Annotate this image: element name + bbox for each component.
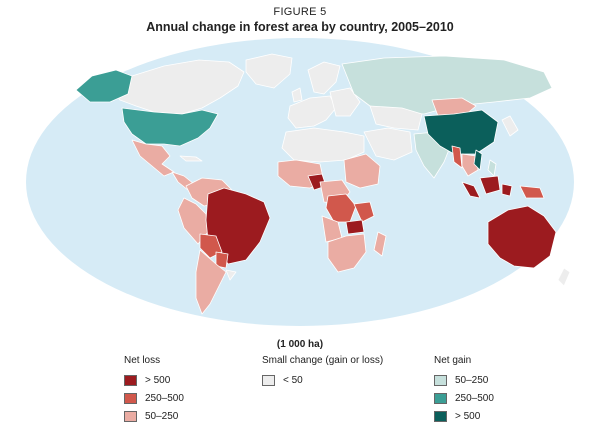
legend-swatch [124,392,137,404]
legend-item: > 500 [434,410,494,422]
philippines [487,159,497,177]
legend-item-label: 50–250 [455,374,489,386]
legend-item-label: < 50 [283,374,303,386]
tanzania [353,201,375,223]
vietnam [473,149,483,171]
legend-group-net-gain: Net gain 50–250 250–500 > 500 [434,355,494,428]
middle-east [363,127,413,161]
united-states [121,107,219,147]
legend-item: 50–250 [124,410,184,422]
southeast-asia [461,153,479,177]
legend-group-title: Net gain [434,355,472,366]
legend-swatch [434,392,447,404]
paraguay [215,251,229,269]
myanmar [451,145,463,169]
legend-swatch [124,410,137,422]
legend-item-label: > 500 [455,410,481,422]
zambia [345,219,365,235]
china [423,109,499,155]
legend-swatch [434,374,447,386]
indonesia-sumatra [461,181,481,199]
legend-item: 50–250 [434,374,494,386]
figure-title: Annual change in forest area by country,… [146,20,454,34]
legend-group-title: Small change (gain or loss) [262,355,384,366]
indonesia-east [501,183,513,197]
legend-item-label: > 500 [145,374,171,386]
legend-item-label: 50–250 [145,410,179,422]
legend-units: (1 000 ha) [276,339,324,350]
indonesia-borneo [479,175,501,195]
legend-group-net-loss: Net loss > 500 250–500 50–250 [124,355,184,428]
new-zealand [557,267,571,287]
mexico [131,139,175,177]
legend-item: 250–500 [434,392,494,404]
argentina-chile [195,249,227,315]
papua-new-guinea [519,185,545,199]
legend-item: > 500 [124,374,184,386]
australia [487,205,557,269]
sudan-ethiopia [343,153,381,189]
scandinavia [307,61,341,95]
north-africa [281,127,365,163]
cuba [179,155,203,162]
greenland [245,53,293,89]
uk [291,87,303,103]
legend-item: < 50 [262,374,383,386]
legend-item: 250–500 [124,392,184,404]
legend-item-label: 250–500 [455,392,494,404]
legend-swatch [124,374,137,386]
legend-group-small-change: Small change (gain or loss) < 50 [262,355,383,392]
southern-africa [327,233,367,273]
eastern-europe [329,87,361,117]
uruguay [225,269,237,281]
legend-item-label: 250–500 [145,392,184,404]
alaska [75,69,133,103]
central-asia [369,105,423,131]
figure-label: FIGURE 5 [273,6,327,18]
legend-swatch [262,374,275,386]
korea-japan [501,115,519,137]
legend-group-title: Net loss [124,355,161,366]
canada [111,59,245,115]
western-europe [287,95,337,129]
mongolia [431,97,477,117]
world-map [26,38,574,326]
madagascar [373,231,387,257]
legend-swatch [434,410,447,422]
